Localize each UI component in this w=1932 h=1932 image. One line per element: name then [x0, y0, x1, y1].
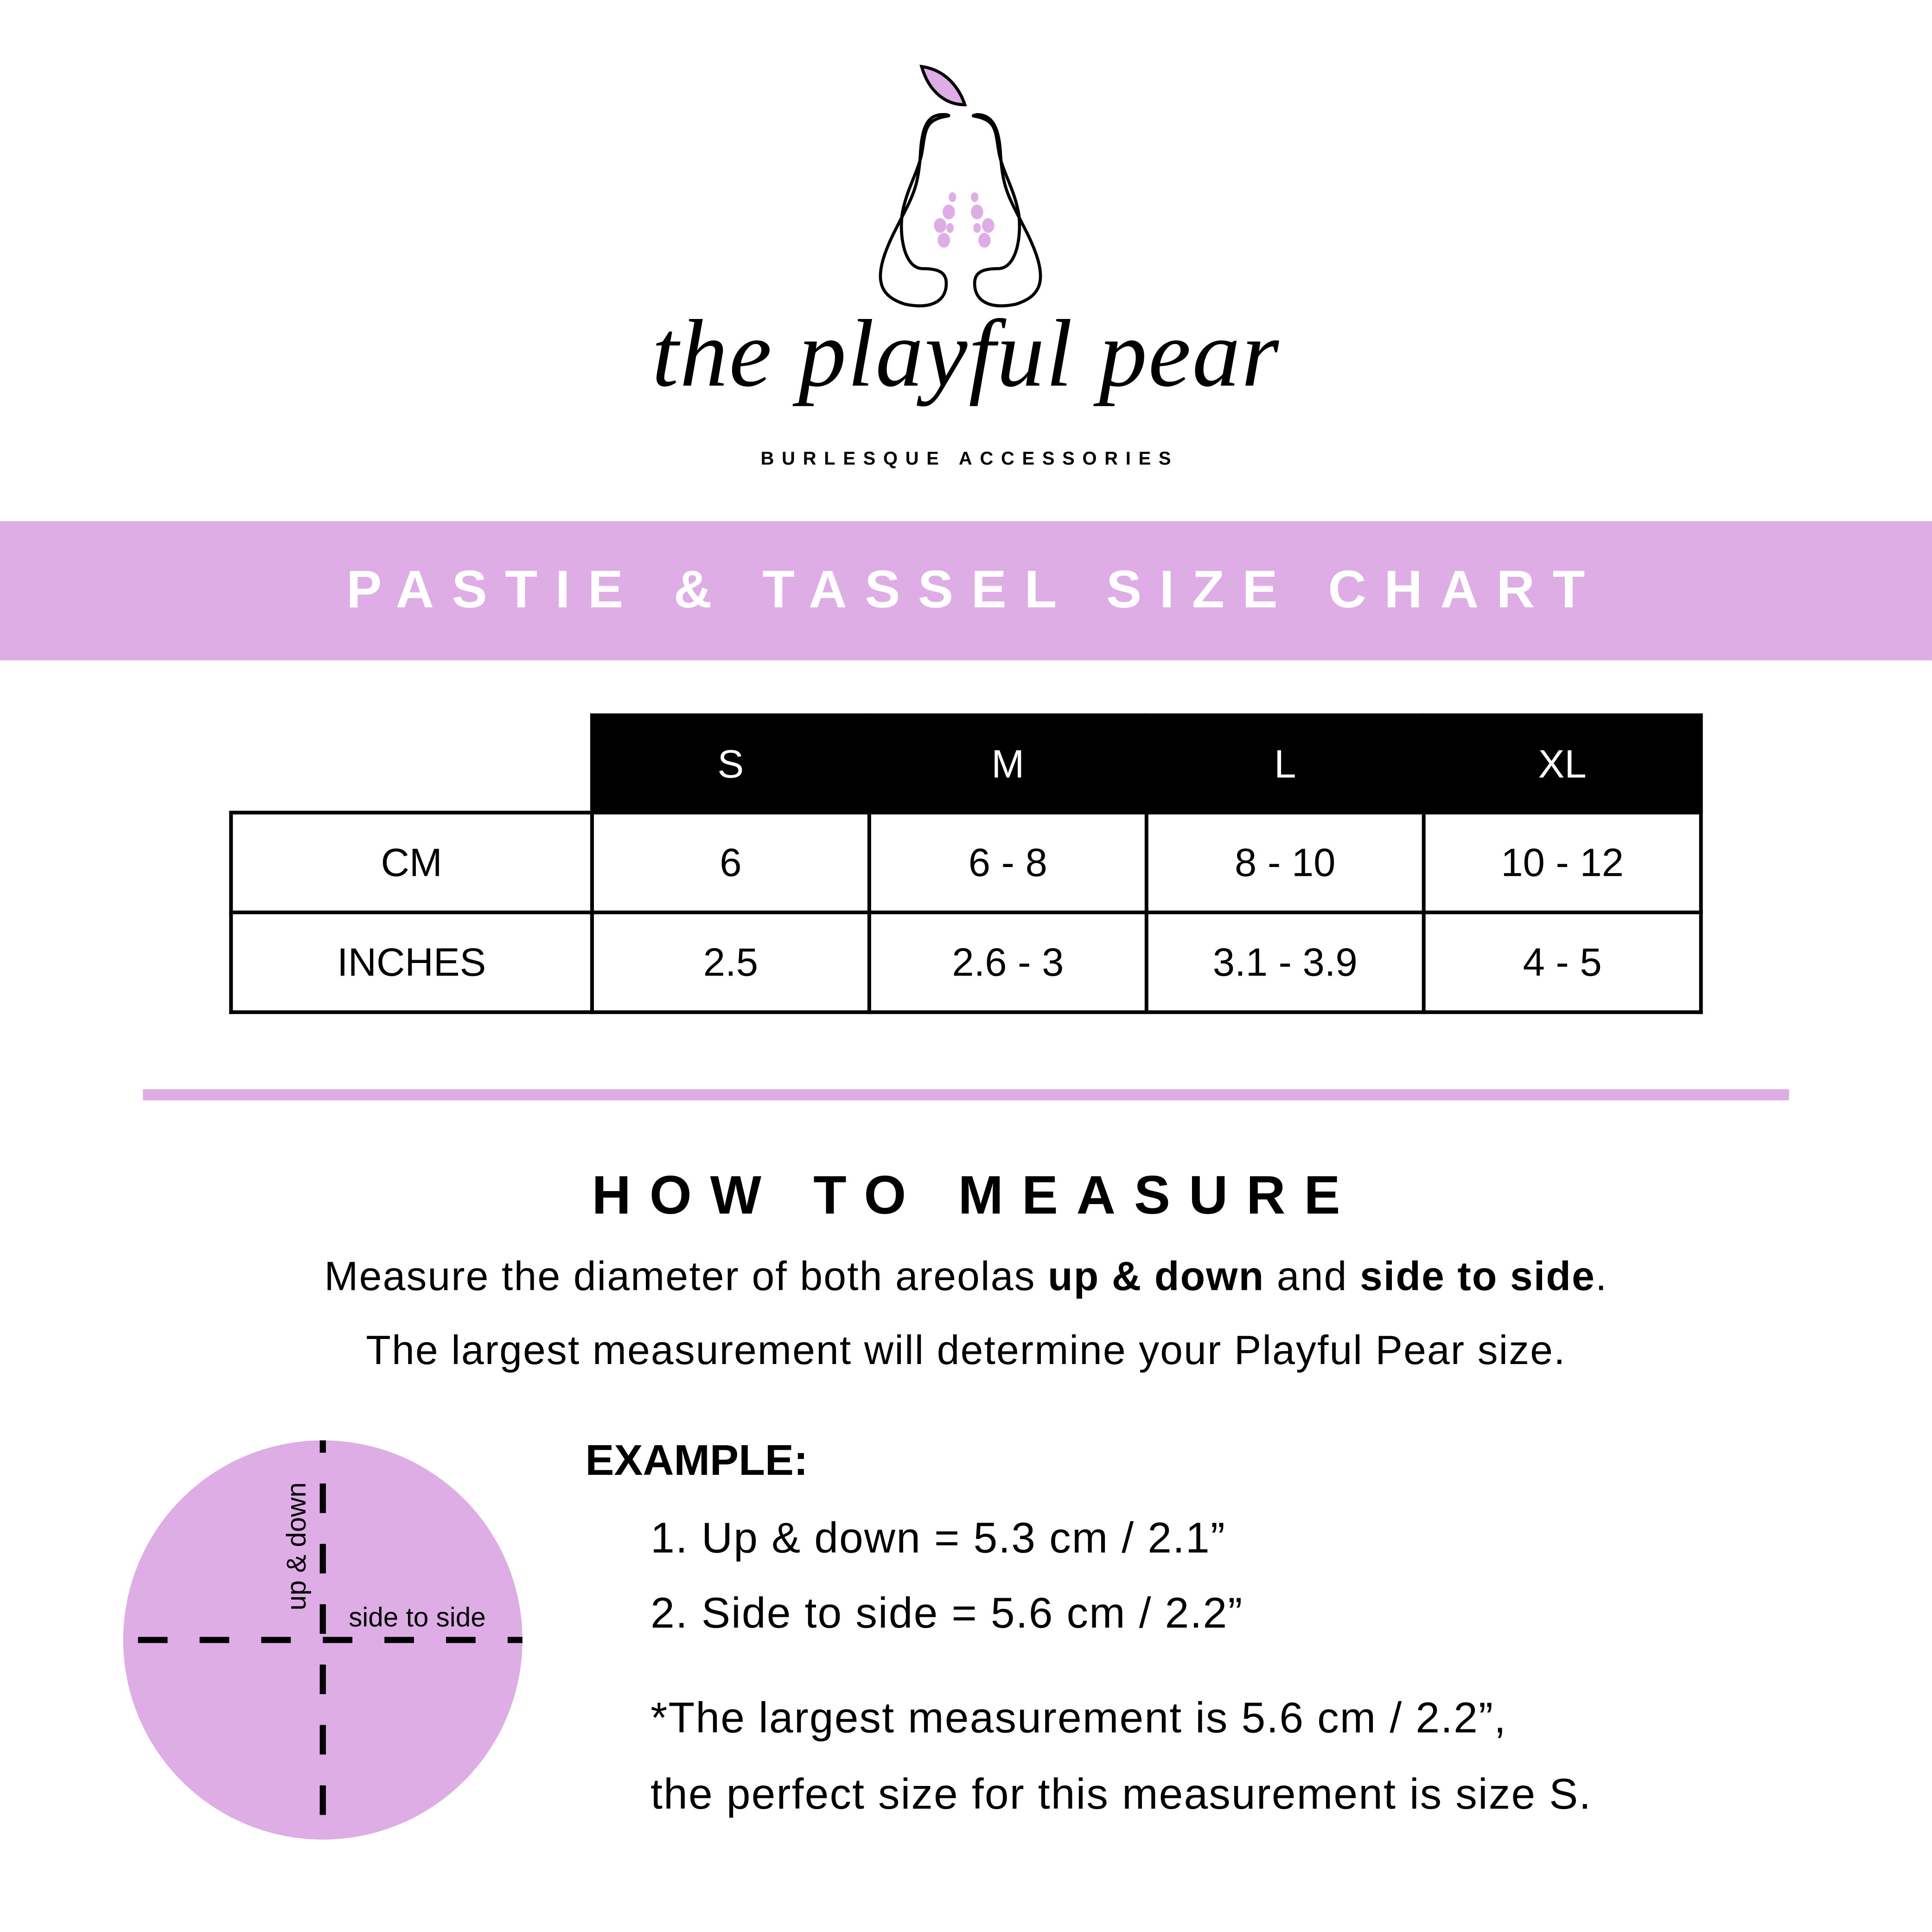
- table-cell: 2.6 - 3: [867, 910, 1148, 1014]
- table-cell: 8 - 10: [1144, 810, 1426, 914]
- brand-tagline: BURLESQUE ACCESSORIES: [760, 448, 1179, 470]
- measure-diagram: up & down side to side: [122, 1440, 523, 1840]
- table-cell: 4 - 5: [1422, 910, 1703, 1014]
- emphasis-up-down: up & down: [1048, 1253, 1265, 1299]
- table-header-row: S M L XL: [231, 713, 1703, 815]
- size-table: S M L XL CM 6 6 - 8 8 - 10 10 - 12 INCHE…: [229, 713, 1703, 1014]
- example-item: 2. Side to side = 5.6 cm / 2.2”: [650, 1589, 1243, 1638]
- how-to-measure-heading: HOW TO MEASURE: [592, 1165, 1359, 1226]
- side-to-side-label: side to side: [349, 1602, 486, 1632]
- title-banner: PASTIE & TASSEL SIZE CHART: [0, 521, 1932, 661]
- up-down-label: up & down: [281, 1482, 312, 1610]
- row-label: INCHES: [229, 910, 594, 1014]
- table-cell: 3.1 - 3.9: [1144, 910, 1426, 1014]
- header-empty-cell: [231, 715, 592, 815]
- header-cell: XL: [1422, 713, 1703, 815]
- pear-logo-icon: [879, 64, 1042, 307]
- emphasis-side-to-side: side to side: [1360, 1253, 1596, 1299]
- table-cell: 6: [590, 810, 871, 914]
- example-item: 1. Up & down = 5.3 cm / 2.1”: [650, 1514, 1226, 1562]
- table-row: INCHES 2.5 2.6 - 3 3.1 - 3.9 4 - 5: [229, 910, 1703, 1014]
- header-cell: S: [590, 713, 871, 815]
- page-title: PASTIE & TASSEL SIZE CHART: [346, 561, 1603, 620]
- row-label: CM: [229, 810, 594, 914]
- brand-wordmark: the playful pear: [651, 299, 1281, 407]
- table-cell: 6 - 8: [867, 810, 1148, 914]
- text: and: [1264, 1253, 1360, 1299]
- header-cell: M: [867, 713, 1148, 815]
- note-line-1: *The largest measurement is 5.6 cm / 2.2…: [650, 1694, 1507, 1742]
- table-row: CM 6 6 - 8 8 - 10 10 - 12: [229, 810, 1703, 914]
- text: Measure the diameter of both areolas: [324, 1253, 1048, 1299]
- text: .: [1595, 1253, 1608, 1299]
- header-cell: L: [1144, 713, 1426, 815]
- instruction-line-2: The largest measurement will determine y…: [366, 1327, 1566, 1373]
- example-label: EXAMPLE:: [585, 1436, 808, 1485]
- table-cell: 2.5: [590, 910, 871, 1014]
- note-line-2: the perfect size for this measurement is…: [650, 1770, 1592, 1819]
- section-divider: [143, 1089, 1789, 1101]
- instruction-line-1: Measure the diameter of both areolas up …: [0, 1253, 1932, 1300]
- table-cell: 10 - 12: [1422, 810, 1703, 914]
